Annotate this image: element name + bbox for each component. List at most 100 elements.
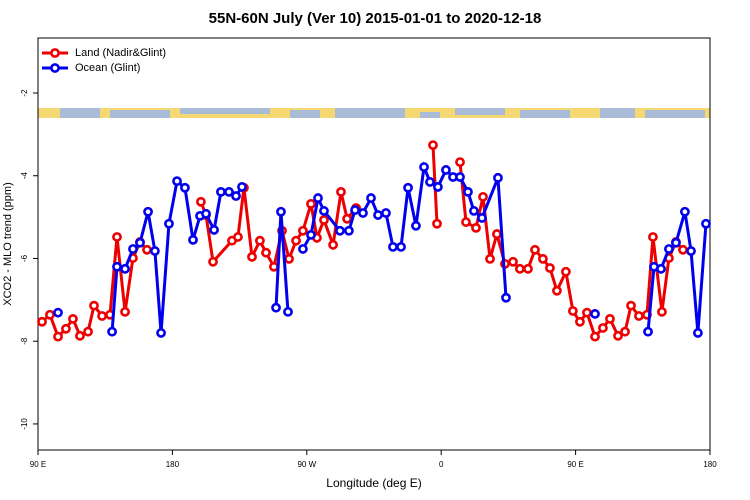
series-marker xyxy=(298,225,308,236)
series-marker xyxy=(620,326,630,337)
series-marker xyxy=(419,162,429,172)
series-marker xyxy=(501,292,511,303)
series-marker xyxy=(37,316,47,327)
chart-title: 55N-60N July (Ver 10) 2015-01-01 to 2020… xyxy=(209,10,542,27)
series-marker xyxy=(45,309,55,320)
series-marker xyxy=(237,182,247,192)
series-marker xyxy=(112,261,122,272)
series-marker xyxy=(112,232,122,242)
series-marker xyxy=(678,244,688,255)
series-marker xyxy=(657,306,667,317)
series-marker xyxy=(373,210,383,220)
series-marker xyxy=(403,182,413,193)
series-marker xyxy=(461,217,471,227)
series-marker xyxy=(656,263,666,274)
series-marker xyxy=(582,307,592,318)
series-marker xyxy=(350,205,360,215)
series-marker xyxy=(135,237,145,248)
series-marker xyxy=(433,182,443,192)
plot-frame xyxy=(37,37,711,451)
series-marker xyxy=(188,234,198,245)
series-marker xyxy=(537,253,548,264)
series-marker xyxy=(671,237,681,248)
series-marker xyxy=(508,256,518,267)
y-tick-label: -10 xyxy=(20,418,29,430)
series-marker xyxy=(68,313,78,324)
x-tick-label: 90 E xyxy=(567,460,583,469)
series-marker xyxy=(626,300,636,311)
y-tick-label: -4 xyxy=(20,172,29,180)
series-marker xyxy=(485,253,495,264)
series-marker xyxy=(201,208,211,219)
series-marker xyxy=(643,326,653,337)
series-marker xyxy=(53,331,63,342)
series-marker xyxy=(634,311,644,321)
y-tick-label: -6 xyxy=(20,254,29,262)
series-marker xyxy=(344,225,354,236)
series-marker xyxy=(463,186,473,197)
x-axis-title: Longitude (deg E) xyxy=(326,476,421,490)
series-marker xyxy=(366,193,376,203)
series-marker xyxy=(143,206,153,217)
series-marker xyxy=(209,225,219,235)
series-marker xyxy=(686,246,696,256)
series-marker xyxy=(156,328,166,338)
series-marker xyxy=(455,157,465,167)
series-marker xyxy=(271,302,281,313)
series-marker xyxy=(545,263,555,273)
series-marker xyxy=(120,263,130,274)
series-marker xyxy=(247,251,257,262)
x-tick-label: 90 E xyxy=(30,460,46,469)
series-marker xyxy=(313,193,323,203)
series-marker xyxy=(342,213,353,224)
series-marker xyxy=(605,313,615,324)
series-marker xyxy=(120,306,130,317)
y-tick-label: -8 xyxy=(20,337,29,345)
y-axis-title: XCO2 - MLO trend (ppm) xyxy=(2,182,14,305)
series-marker xyxy=(590,309,600,319)
x-tick-label: 90 W xyxy=(297,460,316,469)
series-marker xyxy=(328,239,338,250)
series-marker xyxy=(61,323,71,334)
series-marker xyxy=(298,244,308,254)
series-marker xyxy=(89,300,99,311)
series-marker xyxy=(208,256,218,267)
series-marker xyxy=(233,232,243,242)
series-marker xyxy=(172,176,182,187)
series-marker xyxy=(291,235,301,246)
series-marker xyxy=(269,261,279,272)
series-marker xyxy=(680,206,690,217)
legend-marker xyxy=(50,48,60,58)
legend-label: Land (Nadir&Glint) xyxy=(75,47,166,59)
series-marker xyxy=(441,165,451,175)
y-tick-label: -2 xyxy=(20,89,29,97)
series-marker xyxy=(224,186,234,197)
x-tick-label: 0 xyxy=(439,460,444,469)
series-marker xyxy=(693,328,703,338)
map-strip xyxy=(38,108,710,118)
series-marker xyxy=(276,206,286,217)
series-marker xyxy=(590,331,600,342)
series-marker xyxy=(53,307,63,318)
series-marker xyxy=(231,191,241,201)
series-marker xyxy=(164,218,174,229)
series-marker xyxy=(180,182,190,193)
series-marker xyxy=(261,247,271,258)
series-marker xyxy=(319,215,329,225)
x-tick-label: 180 xyxy=(703,460,717,469)
series-marker xyxy=(358,208,368,218)
series-marker xyxy=(664,244,674,254)
series-marker xyxy=(425,177,435,187)
series-marker xyxy=(428,140,438,151)
series-marker xyxy=(75,330,85,341)
series-marker xyxy=(196,196,206,207)
series-marker xyxy=(284,253,294,264)
series-marker xyxy=(335,225,345,236)
series-marker xyxy=(142,244,152,255)
series-marker xyxy=(469,206,479,216)
series-marker xyxy=(306,229,316,240)
series-marker xyxy=(560,266,571,277)
series-marker xyxy=(598,323,608,333)
series-marker xyxy=(568,306,578,316)
